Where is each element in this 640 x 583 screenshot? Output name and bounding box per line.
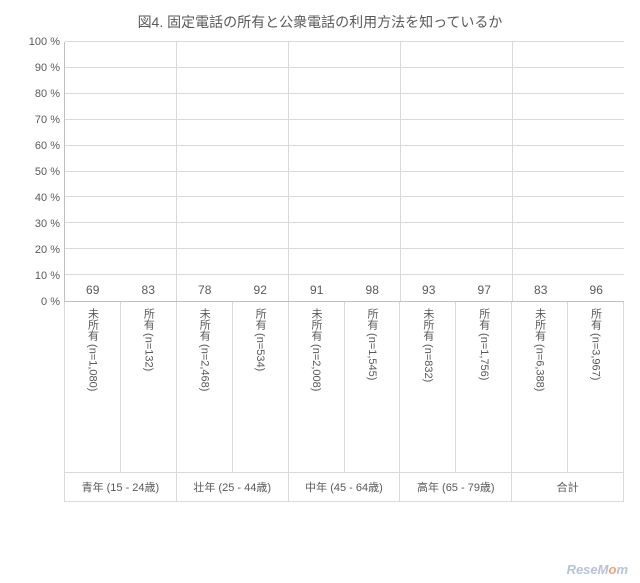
bar-value-label: 96 [590,283,603,297]
x-sub-row: 未所有 (n=832)所有 (n=1,756) [400,302,511,472]
x-sub-label: 未所有 (n=1,080) [65,302,121,472]
bar-group: 69 83 [65,42,177,301]
bar-value-label: 78 [198,283,211,297]
y-tick-label: 10 % [35,270,60,282]
y-tick-label: 90 % [35,62,60,74]
x-group-label: 青年 (15 - 24歳) [65,472,176,501]
gridline [65,196,624,197]
y-tick-label: 50 % [35,166,60,178]
x-sub-label: 未所有 (n=832) [400,302,456,472]
watermark-logo: ReseMom [567,562,628,577]
bar-group: 93 97 [401,42,513,301]
chart-title: 図4. 固定電話の所有と公衆電話の利用方法を知っているか [16,12,624,32]
bar-value-label: 69 [86,283,99,297]
x-sub-label: 未所有 (n=2,008) [289,302,345,472]
x-sub-label: 所有 (n=3,967) [568,302,623,472]
gridline [65,41,624,42]
y-tick-label: 30 % [35,218,60,230]
x-group: 未所有 (n=1,080)所有 (n=132)青年 (15 - 24歳) [64,302,177,502]
plot-area: 0 %10 %20 %30 %40 %50 %60 %70 %80 %90 %1… [16,42,624,575]
y-tick-label: 100 % [29,36,60,48]
x-group: 未所有 (n=2,468)所有 (n=534)壮年 (25 - 44歳) [177,302,289,502]
x-group-label: 高年 (65 - 79歳) [400,472,511,501]
x-group-label: 合計 [512,472,623,501]
chart-container: 図4. 固定電話の所有と公衆電話の利用方法を知っているか 0 % 10 % 20 %… [0,0,640,583]
bar-group: 78 92 [177,42,289,301]
bar-group: 83 96 [513,42,624,301]
gridline [65,145,624,146]
gridline [65,67,624,68]
bar-value-label: 83 [534,283,547,297]
x-group: 未所有 (n=6,388)所有 (n=3,967)合計 [512,302,624,502]
x-sub-row: 未所有 (n=2,468)所有 (n=534) [177,302,288,472]
x-group-label: 壮年 (25 - 44歳) [177,472,288,501]
x-sub-label: 未所有 (n=6,388) [512,302,568,472]
bar-value-label: 97 [478,283,491,297]
y-axis: 0 %10 %20 %30 %40 %50 %60 %70 %80 %90 %1… [16,42,64,302]
y-tick-label: 0 % [41,296,60,308]
x-group: 未所有 (n=2,008)所有 (n=1,545)中年 (45 - 64歳) [289,302,401,502]
y-tick-label: 70 % [35,114,60,126]
y-tick-label: 80 % [35,88,60,100]
gridline [65,248,624,249]
x-sub-label: 未所有 (n=2,468) [177,302,233,472]
bars-zone: 69 83 78 92 91 98 93 97 83 96 [64,42,624,302]
x-group: 未所有 (n=832)所有 (n=1,756)高年 (65 - 79歳) [400,302,512,502]
x-axis: 未所有 (n=1,080)所有 (n=132)青年 (15 - 24歳)未所有 … [64,302,624,502]
bar-value-label: 98 [366,283,379,297]
bars-row: 69 83 78 92 91 98 93 97 83 96 [65,42,624,301]
x-sub-label: 所有 (n=1,545) [345,302,400,472]
gridline [65,119,624,120]
gridline [65,171,624,172]
bar-group: 91 98 [289,42,401,301]
bar-value-label: 83 [142,283,155,297]
x-sub-row: 未所有 (n=2,008)所有 (n=1,545) [289,302,400,472]
gridline [65,222,624,223]
y-tick-label: 60 % [35,140,60,152]
bar-value-label: 92 [254,283,267,297]
bar-value-label: 93 [422,283,435,297]
x-group-label: 中年 (45 - 64歳) [289,472,400,501]
x-sub-label: 所有 (n=132) [121,302,176,472]
x-sub-label: 所有 (n=534) [233,302,288,472]
gridline [65,274,624,275]
bar-value-label: 91 [310,283,323,297]
gridline [65,93,624,94]
y-tick-label: 40 % [35,192,60,204]
watermark-main: ReseM [567,562,609,577]
y-tick-label: 20 % [35,244,60,256]
watermark-tail: m [616,562,628,577]
x-sub-label: 所有 (n=1,756) [456,302,511,472]
x-sub-row: 未所有 (n=1,080)所有 (n=132) [65,302,176,472]
x-sub-row: 未所有 (n=6,388)所有 (n=3,967) [512,302,623,472]
plot-grid: 0 %10 %20 %30 %40 %50 %60 %70 %80 %90 %1… [16,42,624,302]
